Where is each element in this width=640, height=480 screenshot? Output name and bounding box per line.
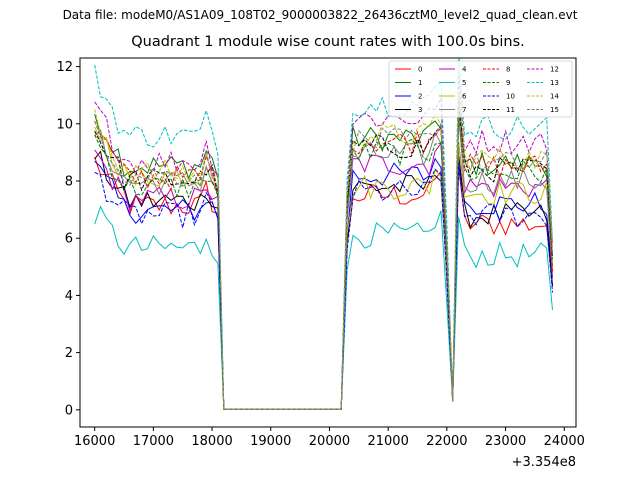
chart-title: Quadrant 1 module wise count rates with … — [131, 34, 525, 50]
legend-label-2: 2 — [418, 93, 422, 101]
legend-label-11: 11 — [506, 106, 515, 114]
legend-label-6: 6 — [462, 93, 467, 101]
series-line-8 — [94, 115, 553, 410]
x-tick-label: 23000 — [485, 434, 526, 449]
x-tick-label: 18000 — [191, 434, 232, 449]
legend-label-7: 7 — [462, 106, 466, 114]
x-tick-label: 22000 — [426, 434, 467, 449]
x-tick-label: 17000 — [133, 434, 174, 449]
series-layer — [94, 58, 553, 410]
series-line-12 — [94, 72, 553, 410]
data-file-caption: Data file: modeM0/AS1A09_108T02_90000038… — [62, 8, 578, 22]
series-line-4 — [94, 142, 553, 410]
series-line-14 — [94, 88, 553, 410]
legend-label-9: 9 — [506, 79, 510, 87]
series-line-1 — [94, 92, 553, 410]
series-line-9 — [94, 116, 553, 410]
axes-frame — [79, 57, 577, 428]
series-line-3 — [94, 150, 553, 410]
legend-label-1: 1 — [418, 79, 422, 87]
ticks-layer: 16000 17000 18000 19000 20000 21000 22000 23000… — [56, 60, 584, 449]
x-tick-label: 20000 — [309, 434, 350, 449]
x-tick-label: 24000 — [544, 434, 585, 449]
x-tick-label: 21000 — [367, 434, 408, 449]
y-tick-label: 2 — [65, 346, 73, 361]
y-tick-label: 4 — [65, 289, 73, 304]
series-line-5 — [94, 205, 553, 410]
x-tick-label: 19000 — [250, 434, 291, 449]
legend-label-12: 12 — [550, 66, 559, 74]
legend-label-5: 5 — [462, 79, 466, 87]
legend-label-0: 0 — [418, 66, 422, 74]
x-tick-label: 16000 — [74, 434, 115, 449]
legend-label-14: 14 — [550, 93, 559, 101]
legend-label-13: 13 — [550, 79, 559, 87]
y-tick-label: 10 — [56, 117, 73, 132]
y-tick-label: 6 — [65, 232, 73, 247]
legend-label-10: 10 — [506, 93, 515, 101]
legend-label-4: 4 — [462, 66, 467, 74]
legend-label-3: 3 — [418, 106, 422, 114]
series-line-10 — [94, 163, 553, 410]
legend-label-8: 8 — [506, 66, 510, 74]
x-offset-label: +3.354e8 — [512, 455, 576, 470]
y-tick-label: 0 — [65, 403, 73, 418]
y-tick-label: 8 — [65, 175, 73, 190]
y-tick-label: 12 — [56, 60, 73, 75]
legend-label-15: 15 — [550, 106, 559, 114]
legend-box — [388, 60, 573, 118]
